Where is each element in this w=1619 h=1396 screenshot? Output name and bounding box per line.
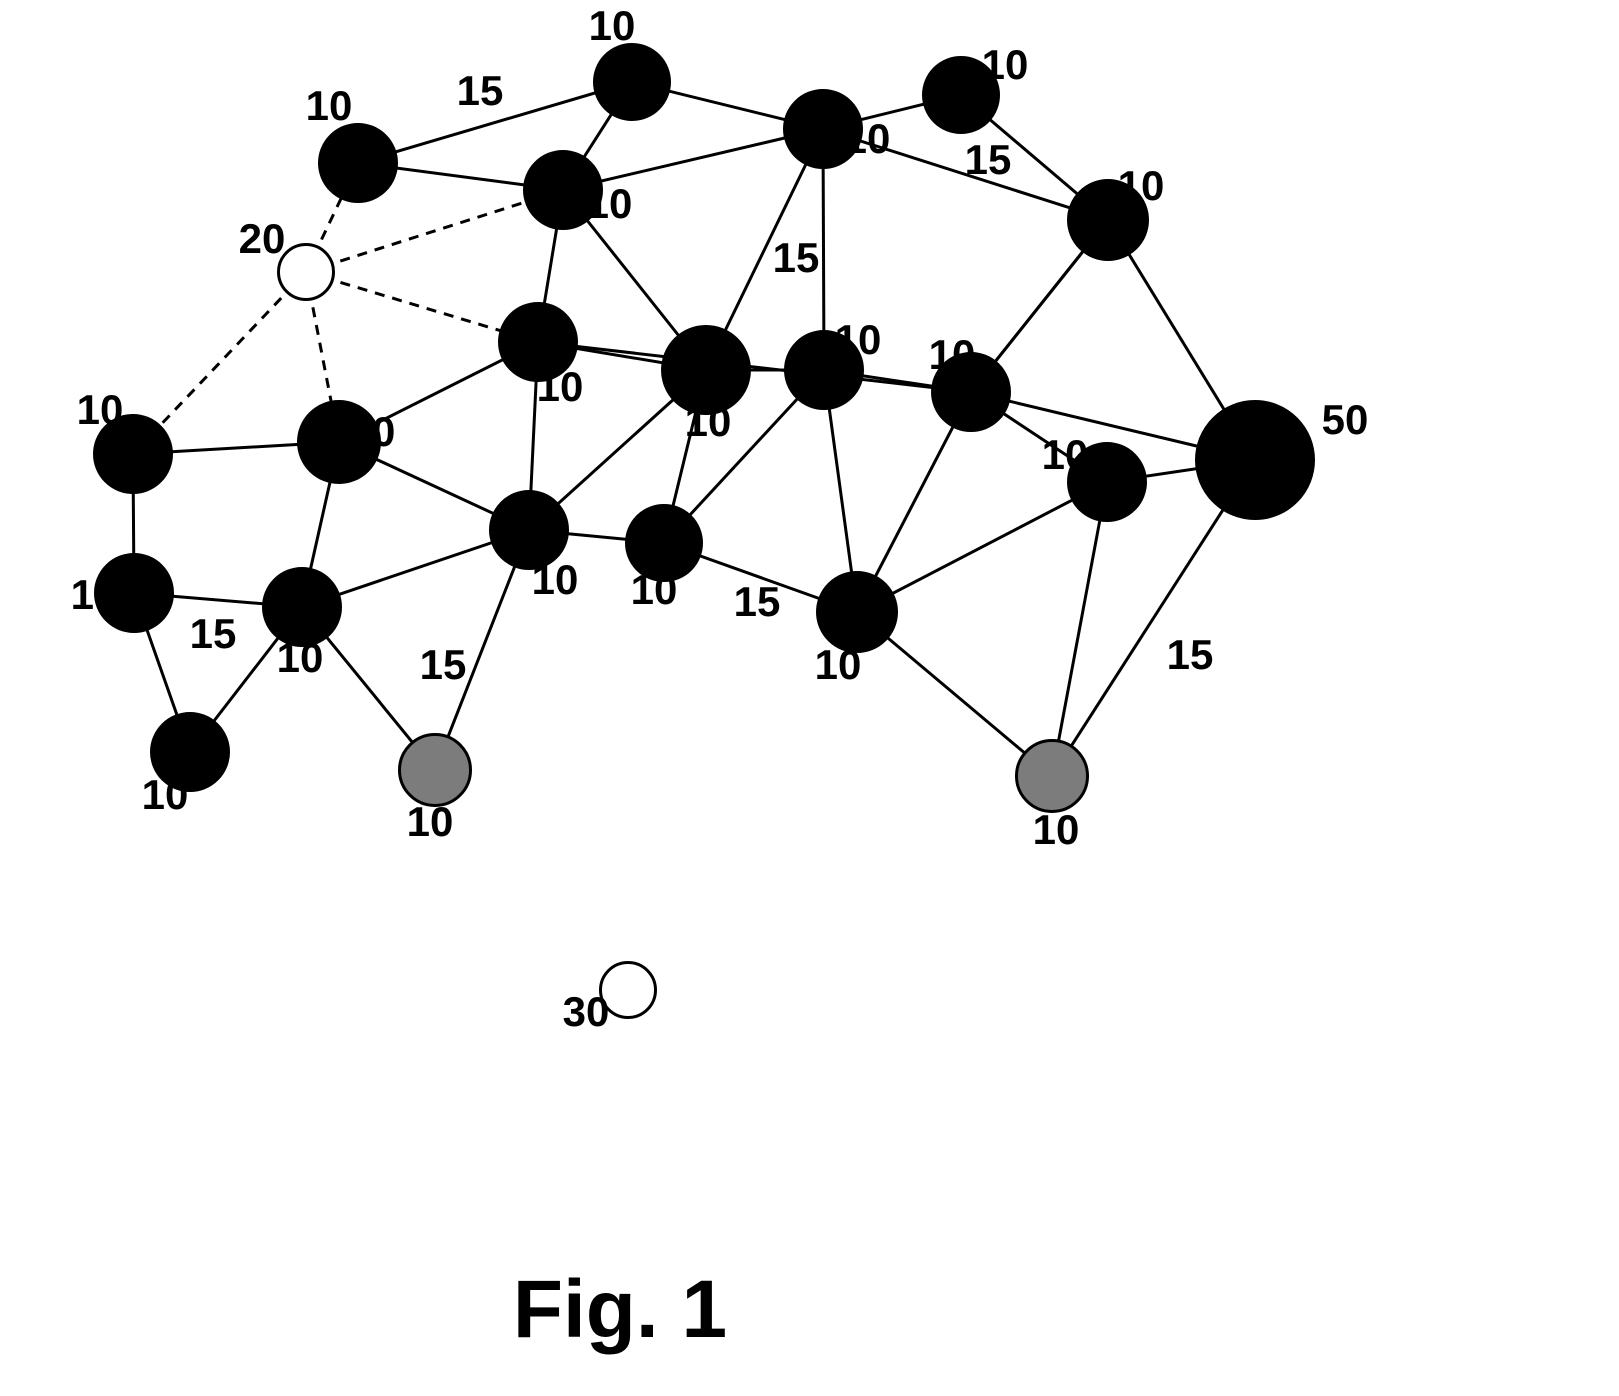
node-label: 10 bbox=[589, 2, 636, 50]
node-label: 30 bbox=[563, 988, 610, 1036]
node-n_top bbox=[593, 43, 671, 121]
node-n20 bbox=[277, 243, 335, 301]
node-label: 10 bbox=[1033, 806, 1080, 854]
node-label: 10 bbox=[586, 180, 633, 228]
edge-label: 15 bbox=[457, 67, 504, 115]
node-label: 20 bbox=[239, 215, 286, 263]
edges-layer bbox=[0, 0, 1619, 1396]
node-n_gb2 bbox=[1015, 739, 1089, 813]
node-label: 10 bbox=[349, 408, 396, 456]
node-label: 10 bbox=[835, 316, 882, 364]
edge-label: 15 bbox=[190, 610, 237, 658]
node-label: 10 bbox=[77, 386, 124, 434]
node-label: 10 bbox=[815, 641, 862, 689]
node-n_tl bbox=[318, 123, 398, 203]
edge bbox=[538, 342, 971, 392]
edge-label: 15 bbox=[1167, 631, 1214, 679]
node-label: 10 bbox=[71, 571, 118, 619]
node-label: 50 bbox=[1322, 396, 1369, 444]
edge bbox=[1052, 482, 1107, 776]
node-label: 10 bbox=[532, 556, 579, 604]
node-label: 10 bbox=[631, 566, 678, 614]
node-label: 10 bbox=[685, 398, 732, 446]
edge-label: 15 bbox=[965, 136, 1012, 184]
node-label: 10 bbox=[277, 634, 324, 682]
edge-label: 15 bbox=[734, 578, 781, 626]
node-n50 bbox=[1195, 400, 1315, 520]
node-label: 10 bbox=[1042, 431, 1089, 479]
node-label: 10 bbox=[407, 798, 454, 846]
node-label: 10 bbox=[537, 363, 584, 411]
diagram-canvas: 10 10 10 10 10 10 20 10 10 10 10 10 50 10 10 10 10 10 10 10… bbox=[0, 0, 1619, 1396]
edge-label: 15 bbox=[420, 641, 467, 689]
node-label: 10 bbox=[982, 41, 1029, 89]
node-label: 10 bbox=[929, 331, 976, 379]
edge bbox=[857, 482, 1107, 612]
edge-label: 15 bbox=[773, 234, 820, 282]
figure-caption: Fig. 1 bbox=[513, 1263, 727, 1357]
node-label: 10 bbox=[306, 82, 353, 130]
node-n_gb1 bbox=[398, 733, 472, 807]
node-label: 10 bbox=[1118, 162, 1165, 210]
node-label: 10 bbox=[844, 115, 891, 163]
node-label: 10 bbox=[142, 771, 189, 819]
